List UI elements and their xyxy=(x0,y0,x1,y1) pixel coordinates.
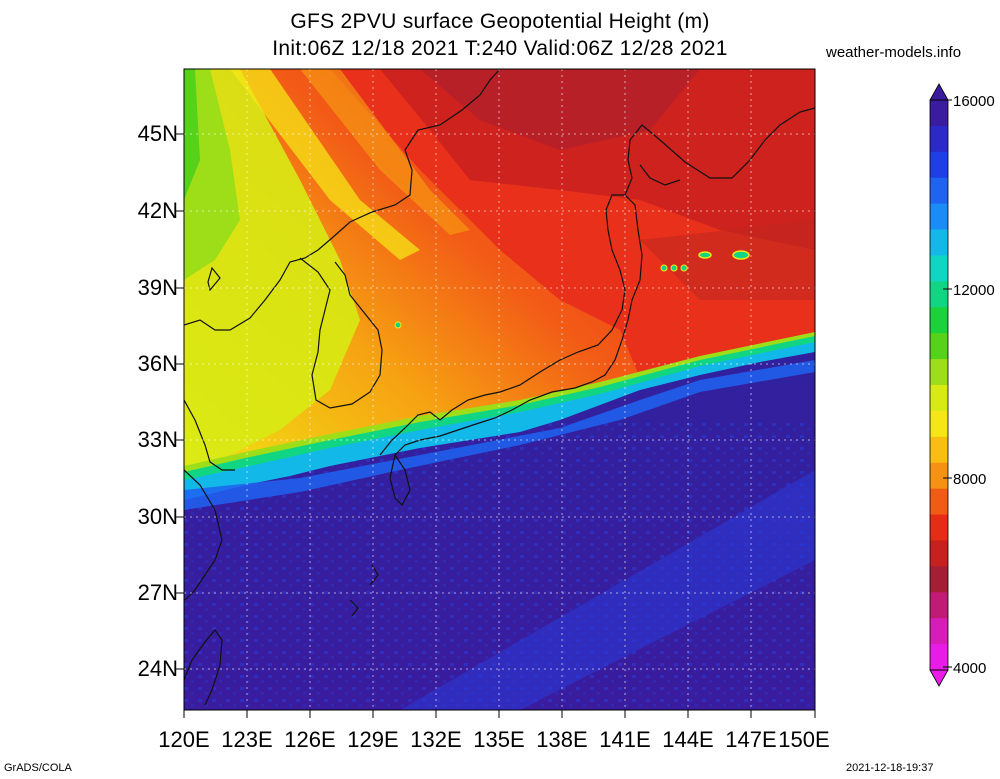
colorbar-label: 4000 xyxy=(953,660,987,677)
colorbar-swatch xyxy=(930,281,948,308)
lat-label: 24N xyxy=(137,656,178,681)
map-title-line1: GFS 2PVU surface Geopotential Height (m) xyxy=(290,10,710,33)
colorbar-label: 16000 xyxy=(953,93,995,110)
lat-label: 45N xyxy=(137,121,178,146)
colorbar-swatch xyxy=(930,125,948,153)
colorbar-swatch xyxy=(930,203,948,231)
colorbar-swatch xyxy=(930,410,948,438)
software-credit: GrADS/COLA xyxy=(4,762,72,774)
lon-label: 150E xyxy=(778,727,830,752)
colorbar-swatch xyxy=(930,307,948,334)
lon-label: 138E xyxy=(536,727,588,752)
generation-timestamp: 2021-12-18-19:37 xyxy=(846,762,934,774)
lat-label: 36N xyxy=(137,351,178,376)
colorbar-max-arrow xyxy=(929,83,949,101)
lon-label: 141E xyxy=(599,727,651,752)
lat-label: 30N xyxy=(137,504,178,529)
lat-label: 39N xyxy=(137,275,178,300)
colorbar xyxy=(929,83,952,687)
colorbar-min-arrow xyxy=(929,669,949,687)
map-title-line2: Init:06Z 12/18 2021 T:240 Valid:06Z 12/2… xyxy=(272,37,728,60)
colorbar-swatch xyxy=(930,151,948,179)
colorbar-swatch xyxy=(930,229,948,256)
colorbar-swatch xyxy=(930,514,948,541)
lon-label: 147E xyxy=(725,727,777,752)
lon-label: 126E xyxy=(284,727,336,752)
colorbar-swatch xyxy=(930,462,948,490)
colorbar-frame xyxy=(929,99,949,671)
lat-label: 33N xyxy=(137,427,178,452)
colorbar-swatch xyxy=(930,255,948,282)
axis-ticks xyxy=(176,133,816,718)
colorbar-swatch xyxy=(930,436,948,464)
colorbar-swatch xyxy=(930,385,948,412)
lon-label: 135E xyxy=(473,727,525,752)
colorbar-swatch xyxy=(930,592,948,619)
colorbar-swatch xyxy=(930,540,948,567)
colorbar-swatch xyxy=(930,333,948,360)
lat-label: 42N xyxy=(137,198,178,223)
source-label: weather-models.info xyxy=(826,44,962,61)
lon-label: 132E xyxy=(410,727,462,752)
colorbar-swatch xyxy=(930,488,948,516)
colorbar-swatch xyxy=(930,100,948,127)
lon-label: 129E xyxy=(347,727,399,752)
colorbar-swatch xyxy=(930,177,948,205)
lon-label: 144E xyxy=(662,727,714,752)
colorbar-label: 12000 xyxy=(953,282,995,299)
lon-label: 120E xyxy=(158,727,210,752)
colorbar-swatch xyxy=(930,644,948,671)
colorbar-swatch xyxy=(930,359,948,386)
colorbar-swatch xyxy=(930,618,948,645)
graticule xyxy=(184,69,815,710)
lat-label: 27N xyxy=(137,580,178,605)
coastlines xyxy=(184,69,815,706)
colorbar-label: 8000 xyxy=(953,471,987,488)
colorbar-swatch xyxy=(930,566,948,593)
lon-label: 123E xyxy=(221,727,273,752)
map-plot-area xyxy=(184,69,815,710)
